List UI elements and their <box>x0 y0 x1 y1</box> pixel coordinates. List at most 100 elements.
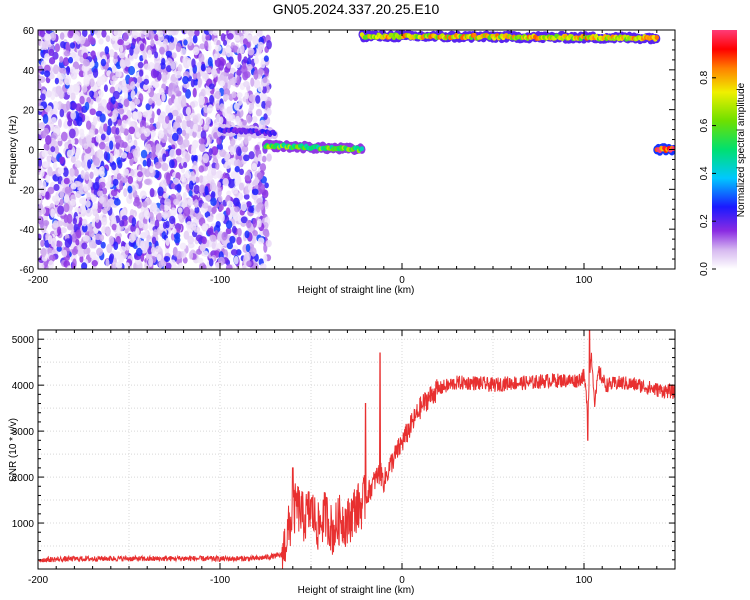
spectrogram-cell <box>94 233 102 241</box>
spectrogram-cell <box>187 198 194 206</box>
spectrogram-cell <box>229 67 236 75</box>
spectrogram-cell <box>184 170 192 179</box>
spectrogram-cell <box>246 63 253 71</box>
spectrogram-cell <box>148 97 153 106</box>
spectrogram-cell <box>159 223 165 230</box>
spectrogram-cell <box>163 198 171 207</box>
spectrogram-cell <box>45 90 52 98</box>
spectrogram-cell <box>261 155 267 163</box>
spectrogram-cell <box>146 157 152 168</box>
spectrogram-cell <box>137 61 144 69</box>
spectrogram-cell <box>42 180 47 190</box>
spectrogram-cell <box>68 84 75 95</box>
spectrogram-cell <box>103 84 108 92</box>
spectrogram-cell <box>197 154 203 162</box>
spectrogram-cell <box>193 199 199 208</box>
spectrogram-cell <box>157 114 165 124</box>
spectrogram-cell <box>63 194 70 203</box>
spectrogram-cell <box>193 226 201 233</box>
spectrogram-cell <box>50 31 57 41</box>
spectrogram-cell <box>196 71 201 81</box>
snr-series-line <box>38 330 675 569</box>
spectrogram-cell <box>79 197 86 205</box>
spectrogram-cell <box>158 87 165 95</box>
x-tick-label: -200 <box>28 275 48 286</box>
spectrogram-cell <box>73 138 79 145</box>
spectrogram-cell <box>137 76 143 84</box>
spectrogram-cell <box>203 124 208 131</box>
spectrogram-cell <box>199 43 206 50</box>
spectrogram-cell <box>38 157 43 168</box>
colorbar-tick-label: 0.4 <box>699 166 710 180</box>
spectrogram-cell <box>147 49 152 59</box>
spectrogram-cell <box>122 177 128 184</box>
spectrogram-cell <box>132 149 138 158</box>
snr-x-axis-label: Height of straight line (km) <box>298 585 415 596</box>
spectrogram-cell <box>225 220 233 229</box>
spectrogram-cell <box>100 58 107 67</box>
spectrogram-cell <box>241 145 249 153</box>
spectrogram-cell <box>150 68 158 79</box>
spectrogram-cell <box>109 253 115 261</box>
spectrogram-cell <box>96 149 104 159</box>
spectrogram-cell <box>60 131 68 142</box>
spectrogram-cell <box>209 94 215 105</box>
spectrogram-cell <box>73 168 79 177</box>
spectrogram-cell <box>82 59 90 67</box>
spectrogram-cell <box>225 207 231 216</box>
spectrogram-cell <box>205 194 211 202</box>
spectrogram-cell <box>195 234 203 242</box>
spectrogram-cell <box>181 129 186 137</box>
band-core <box>359 146 365 152</box>
spectrogram-cell <box>75 229 82 239</box>
spectrogram-cell <box>111 162 117 171</box>
spectrogram-cell <box>133 199 141 207</box>
spectrogram-cell <box>72 217 78 225</box>
spectrogram-cell <box>214 57 222 68</box>
spectrogram-cell <box>134 98 141 105</box>
spectrogram-cell <box>131 217 137 227</box>
spectrogram-cell <box>188 180 194 191</box>
spectrogram-cell <box>236 92 243 99</box>
spectrogram-cell <box>122 32 129 42</box>
spectrogram-cell <box>232 45 239 53</box>
spectrogram-cell <box>205 67 212 74</box>
spectrogram-cell <box>99 170 105 178</box>
spectrogram-cell <box>160 179 167 189</box>
spectrogram-cell <box>144 178 151 185</box>
spectrogram-cell <box>194 206 200 214</box>
spectrogram-cell <box>177 262 184 269</box>
spectrogram-cell <box>168 41 176 51</box>
spectrogram-cell <box>60 41 66 49</box>
spectrogram-cell <box>234 166 240 173</box>
spectrogram-cell <box>202 223 209 231</box>
spectrogram-cell <box>98 38 104 45</box>
y-tick-label: 3000 <box>12 427 35 438</box>
spectrogram-cell <box>120 151 128 159</box>
spectrogram-cell <box>171 132 179 142</box>
spectrogram-cell <box>138 218 144 229</box>
spectrogram-cell <box>87 159 92 169</box>
spectrogram-cell <box>266 107 272 116</box>
spectrogram-cell <box>198 95 206 106</box>
spectrogram-cell <box>97 90 104 98</box>
x-tick-label: -100 <box>210 275 230 286</box>
spectrogram-cell <box>170 182 176 190</box>
spectrogram-cell <box>121 141 128 149</box>
spectrogram-cell <box>204 185 209 196</box>
spectrogram-cell <box>265 100 272 108</box>
spectrogram-cell <box>250 77 255 87</box>
spectrogram-cell <box>159 204 165 211</box>
spectrogram-cell <box>79 95 85 105</box>
spectrogram-cell <box>38 81 42 90</box>
spectrogram-cell <box>182 198 188 209</box>
spectrogram-cell <box>65 41 71 52</box>
spectrogram-cell <box>143 128 151 137</box>
spectrogram-cell <box>254 176 259 186</box>
spectrogram-cell <box>154 62 162 71</box>
spectrogram-cell <box>175 156 183 163</box>
spectrogram-cell <box>215 103 221 111</box>
spectrogram-cell <box>85 235 91 243</box>
spectrogram-cell <box>93 91 99 99</box>
spectrogram-cell <box>90 137 97 144</box>
